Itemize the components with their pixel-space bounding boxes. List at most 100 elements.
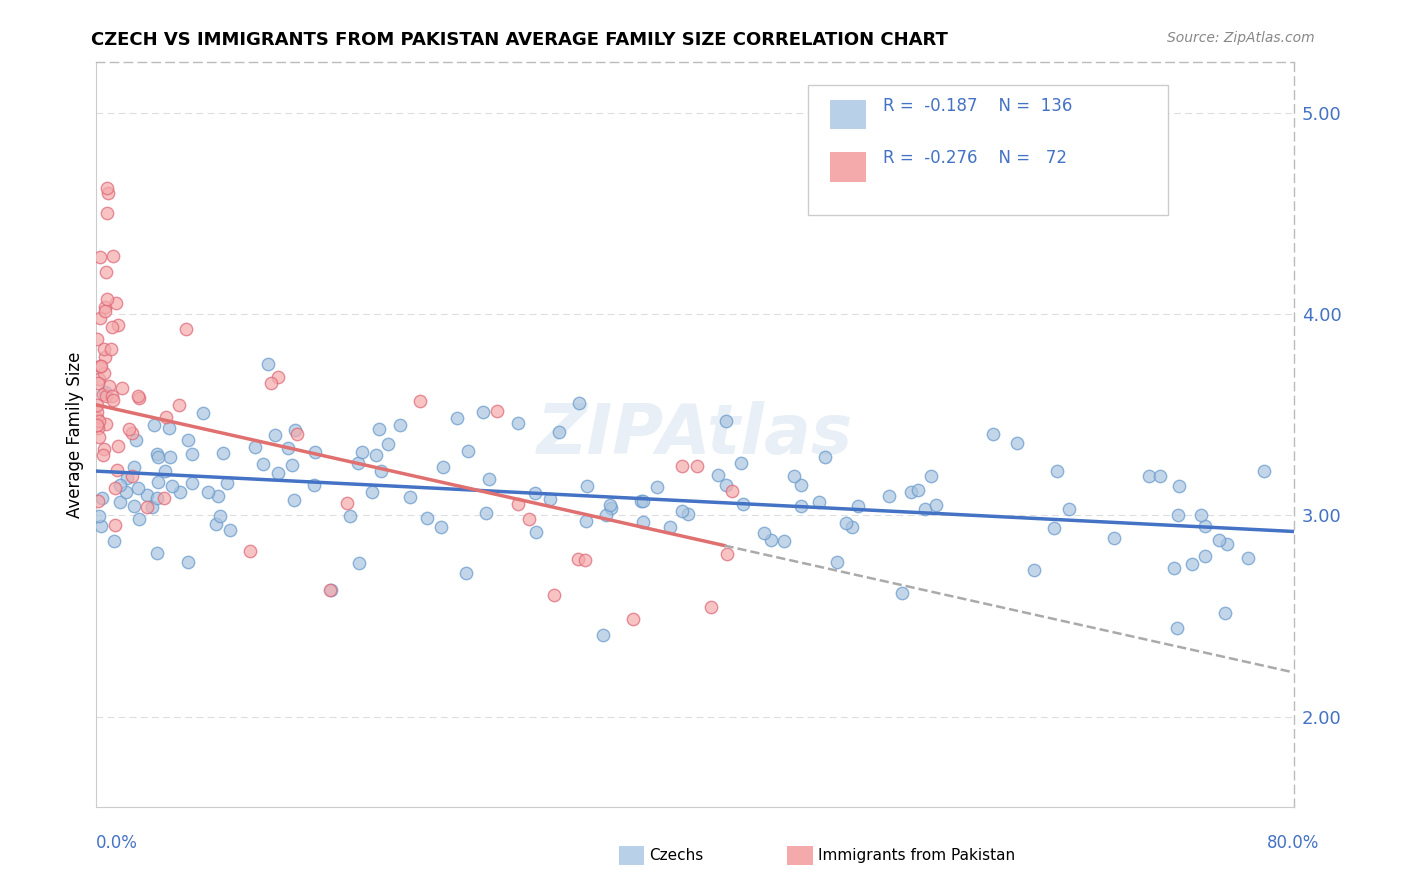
Point <box>659 520 682 534</box>
Point <box>115 471 138 485</box>
Point <box>645 480 668 494</box>
Point <box>167 398 190 412</box>
Point <box>86 398 108 412</box>
Point <box>197 484 219 499</box>
Point <box>97 379 120 393</box>
Point <box>114 485 136 500</box>
Point <box>475 506 498 520</box>
Point <box>127 389 149 403</box>
Point <box>631 494 654 508</box>
Bar <box>830 100 866 129</box>
Point <box>86 405 108 419</box>
Point <box>1005 435 1028 450</box>
Point <box>543 588 565 602</box>
Point <box>761 533 783 548</box>
Point <box>125 433 148 447</box>
Point <box>1168 479 1191 493</box>
Point <box>415 510 437 524</box>
Point <box>180 447 202 461</box>
Point <box>267 370 290 384</box>
Point <box>773 534 796 549</box>
Point <box>1043 521 1066 535</box>
Point <box>592 627 614 641</box>
Point <box>925 498 948 512</box>
Point <box>96 205 118 219</box>
Point <box>733 498 755 512</box>
Point <box>146 475 169 490</box>
Point <box>1102 531 1125 545</box>
Point <box>790 478 813 492</box>
Point <box>716 547 738 561</box>
Point <box>1215 606 1237 620</box>
Y-axis label: Average Family Size: Average Family Size <box>66 351 84 518</box>
Point <box>97 186 120 201</box>
Point <box>94 351 117 365</box>
Point <box>101 389 124 403</box>
Point <box>107 439 129 453</box>
Point <box>191 406 214 420</box>
Point <box>398 490 420 504</box>
Point <box>1163 560 1185 574</box>
Point <box>87 376 110 390</box>
Point <box>671 459 693 474</box>
Point <box>283 423 305 437</box>
Point <box>575 514 598 528</box>
Point <box>155 410 177 425</box>
Point <box>87 421 110 435</box>
Point <box>141 500 163 514</box>
Point <box>93 442 115 456</box>
Point <box>283 493 305 508</box>
Point <box>599 500 621 515</box>
Point <box>96 293 118 307</box>
Point <box>217 475 239 490</box>
Point <box>96 389 118 403</box>
Point <box>825 555 848 569</box>
Point <box>1181 557 1204 571</box>
Point <box>835 516 858 530</box>
Point <box>1167 508 1189 522</box>
Point <box>304 444 326 458</box>
Point <box>714 478 737 492</box>
Point <box>136 500 159 515</box>
Point <box>1046 465 1069 479</box>
FancyBboxPatch shape <box>808 85 1168 215</box>
Point <box>93 342 115 356</box>
Point <box>89 250 111 264</box>
Point <box>91 448 114 462</box>
Point <box>599 499 621 513</box>
Point <box>207 489 229 503</box>
Point <box>94 265 117 279</box>
Point <box>1253 464 1275 478</box>
Point <box>93 366 115 380</box>
Point <box>524 525 547 540</box>
Point <box>706 468 728 483</box>
Point <box>108 495 131 509</box>
Point <box>506 497 529 511</box>
Point <box>841 520 863 534</box>
Text: R =  -0.276    N =   72: R = -0.276 N = 72 <box>883 149 1067 167</box>
Point <box>218 523 240 537</box>
Point <box>1137 469 1160 483</box>
Point <box>347 457 370 471</box>
Point <box>89 359 111 373</box>
Text: 0.0%: 0.0% <box>96 834 138 852</box>
Point <box>281 458 304 472</box>
Point <box>86 494 108 508</box>
Point <box>146 450 169 465</box>
Point <box>471 405 494 419</box>
Point <box>146 446 169 460</box>
Point <box>94 417 117 432</box>
Point <box>264 428 287 442</box>
Point <box>506 417 529 431</box>
Point <box>361 485 384 500</box>
Text: R =  -0.187    N =  136: R = -0.187 N = 136 <box>883 96 1071 115</box>
Point <box>630 493 652 508</box>
Point <box>176 322 198 336</box>
Point <box>93 300 115 314</box>
Point <box>676 508 699 522</box>
Point <box>101 320 124 334</box>
Point <box>103 393 125 408</box>
Point <box>1194 549 1216 563</box>
Point <box>846 499 869 513</box>
Point <box>127 481 149 495</box>
